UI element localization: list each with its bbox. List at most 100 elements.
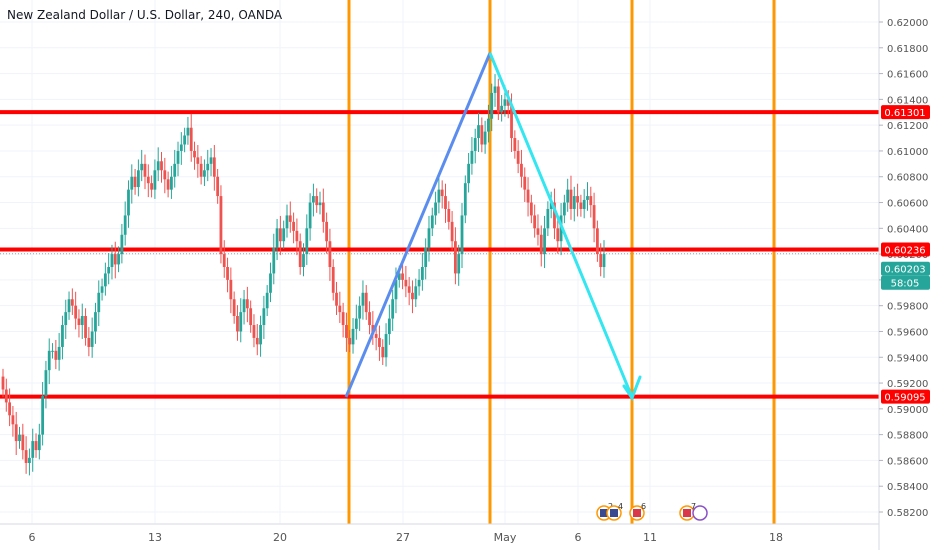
trendline-up[interactable] — [344, 52, 492, 398]
event-count: 4 — [618, 502, 623, 511]
candle-body — [569, 189, 573, 209]
candle-body — [249, 308, 253, 326]
x-tick-label: 11 — [643, 531, 657, 544]
price-label-top-bg — [881, 105, 930, 120]
candle-body — [229, 279, 233, 300]
candle-body — [70, 299, 74, 306]
candle-body — [97, 292, 101, 313]
candle-body — [209, 157, 213, 164]
candle-body — [450, 221, 454, 242]
candle-body — [262, 308, 266, 326]
candle-body — [206, 163, 210, 171]
candle-body — [160, 161, 163, 171]
x-tick-label: 13 — [148, 531, 162, 544]
candle-body — [434, 202, 437, 216]
candle-body — [87, 337, 91, 347]
x-tick-label: 18 — [769, 531, 783, 544]
candle-body — [222, 254, 226, 267]
candle-body — [113, 254, 117, 265]
candle-body — [127, 189, 130, 216]
candle-body — [454, 241, 457, 274]
candle-body — [288, 215, 292, 222]
price-label-top: 0.61301 — [884, 108, 925, 119]
trendline-down[interactable] — [488, 52, 634, 398]
candle-body — [170, 176, 173, 190]
candle-body — [487, 118, 490, 132]
candle-body — [430, 215, 434, 229]
countdown-label: 58:05 — [891, 279, 920, 290]
candle-body — [361, 292, 365, 306]
candle-body — [163, 170, 167, 180]
candle-body — [312, 196, 315, 203]
candle-body — [282, 228, 286, 242]
candle-body — [562, 202, 566, 216]
candle-body — [348, 337, 352, 345]
candle-body — [90, 331, 94, 347]
candle-body — [394, 279, 398, 300]
vertical-markers[interactable] — [347, 0, 776, 524]
economic-events[interactable]: 2467 — [596, 502, 708, 521]
candle-body — [358, 305, 362, 319]
candle-body — [391, 299, 395, 319]
candle-body — [592, 205, 596, 229]
y-tick-label: 0.61800 — [887, 44, 928, 55]
candle-body — [457, 254, 461, 274]
y-tick-label: 0.60400 — [887, 224, 928, 235]
candle-body — [483, 131, 487, 145]
candle-body — [308, 202, 312, 229]
candle-body — [463, 183, 467, 216]
candle-body — [31, 441, 35, 458]
candle-body — [123, 215, 127, 235]
candle-body — [44, 370, 48, 396]
candle-body — [259, 325, 262, 345]
candle-body — [51, 350, 54, 352]
candle-body — [473, 138, 477, 151]
candle-body — [34, 441, 38, 451]
candle-body — [354, 318, 358, 329]
arrow-head-icon — [622, 375, 642, 402]
candle-body — [510, 105, 513, 139]
y-tick-label: 0.59800 — [887, 302, 928, 313]
y-tick-label: 0.62000 — [887, 18, 928, 29]
candle-body — [226, 267, 229, 280]
candle-body — [4, 389, 8, 403]
candle-body — [57, 346, 61, 360]
horizontal-levels[interactable] — [0, 110, 879, 399]
y-tick-label: 0.58800 — [887, 431, 928, 442]
candle-body — [61, 325, 64, 347]
candle-body — [595, 228, 599, 255]
candle-body — [156, 161, 160, 171]
price-label-mid-bg — [881, 242, 930, 257]
trendlines[interactable] — [344, 52, 642, 402]
y-tick-label: 0.60800 — [887, 173, 928, 184]
candle-body — [407, 286, 411, 293]
calendar-flag-icon-fill — [610, 509, 618, 517]
chart-title: New Zealand Dollar / U.S. Dollar, 240, O… — [7, 8, 283, 22]
candle-body — [368, 312, 371, 326]
candle-body — [506, 99, 510, 106]
candle-body — [176, 150, 180, 164]
candle-body — [67, 299, 71, 313]
candle-body — [424, 247, 428, 267]
price-label-current: 0.60203 — [884, 265, 925, 276]
time-axis[interactable]: 6 13 20 27 May 6 11 18 — [29, 531, 784, 544]
candle-body — [136, 170, 140, 188]
y-tick-label: 0.58400 — [887, 482, 928, 493]
x-tick-label: 27 — [396, 531, 410, 544]
y-tick-label: 0.59200 — [887, 379, 928, 390]
candle-body — [150, 183, 153, 190]
candle-body — [404, 279, 408, 287]
candle-body — [8, 402, 12, 416]
price-label-bottom-bg — [881, 389, 930, 404]
candle-body — [265, 292, 269, 309]
candle-body — [500, 105, 504, 113]
calendar-flag-icon-fill — [600, 509, 608, 517]
x-tick-label: 6 — [29, 531, 36, 544]
candle-body — [516, 150, 520, 164]
event-flag-icon[interactable] — [692, 505, 708, 521]
candle-body — [305, 228, 309, 255]
candle-body — [28, 457, 31, 463]
candle-body — [411, 292, 414, 300]
candle-body — [54, 350, 58, 360]
